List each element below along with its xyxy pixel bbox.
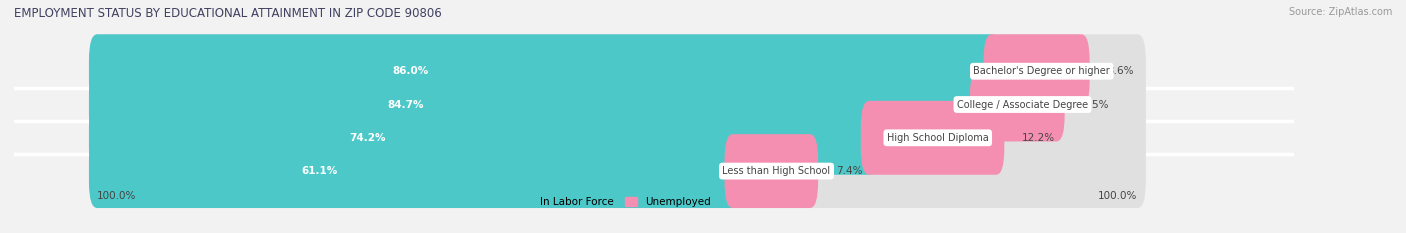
Text: 61.1%: 61.1% xyxy=(302,166,337,176)
Text: 7.4%: 7.4% xyxy=(835,166,862,176)
FancyBboxPatch shape xyxy=(89,101,877,175)
Legend: In Labor Force, Unemployed: In Labor Force, Unemployed xyxy=(516,193,716,211)
FancyBboxPatch shape xyxy=(89,34,1146,108)
Text: EMPLOYMENT STATUS BY EDUCATIONAL ATTAINMENT IN ZIP CODE 90806: EMPLOYMENT STATUS BY EDUCATIONAL ATTAINM… xyxy=(14,7,441,20)
Text: High School Diploma: High School Diploma xyxy=(887,133,988,143)
FancyBboxPatch shape xyxy=(89,134,741,208)
FancyBboxPatch shape xyxy=(970,68,1064,141)
FancyBboxPatch shape xyxy=(984,34,1090,108)
Text: 100.0%: 100.0% xyxy=(97,191,136,201)
Text: Less than High School: Less than High School xyxy=(723,166,831,176)
Text: 74.2%: 74.2% xyxy=(349,133,385,143)
FancyBboxPatch shape xyxy=(89,101,1146,175)
FancyBboxPatch shape xyxy=(89,134,1146,208)
Text: 84.7%: 84.7% xyxy=(388,99,423,110)
Text: Source: ZipAtlas.com: Source: ZipAtlas.com xyxy=(1288,7,1392,17)
Text: Bachelor's Degree or higher: Bachelor's Degree or higher xyxy=(973,66,1111,76)
Text: 86.0%: 86.0% xyxy=(392,66,429,76)
Text: 100.0%: 100.0% xyxy=(1098,191,1137,201)
Text: 12.2%: 12.2% xyxy=(1022,133,1054,143)
Text: 7.5%: 7.5% xyxy=(1083,99,1109,110)
FancyBboxPatch shape xyxy=(724,134,818,208)
Text: 8.6%: 8.6% xyxy=(1108,66,1133,76)
FancyBboxPatch shape xyxy=(89,34,1000,108)
FancyBboxPatch shape xyxy=(89,68,987,141)
Text: College / Associate Degree: College / Associate Degree xyxy=(957,99,1088,110)
FancyBboxPatch shape xyxy=(89,68,1146,141)
FancyBboxPatch shape xyxy=(860,101,1004,175)
